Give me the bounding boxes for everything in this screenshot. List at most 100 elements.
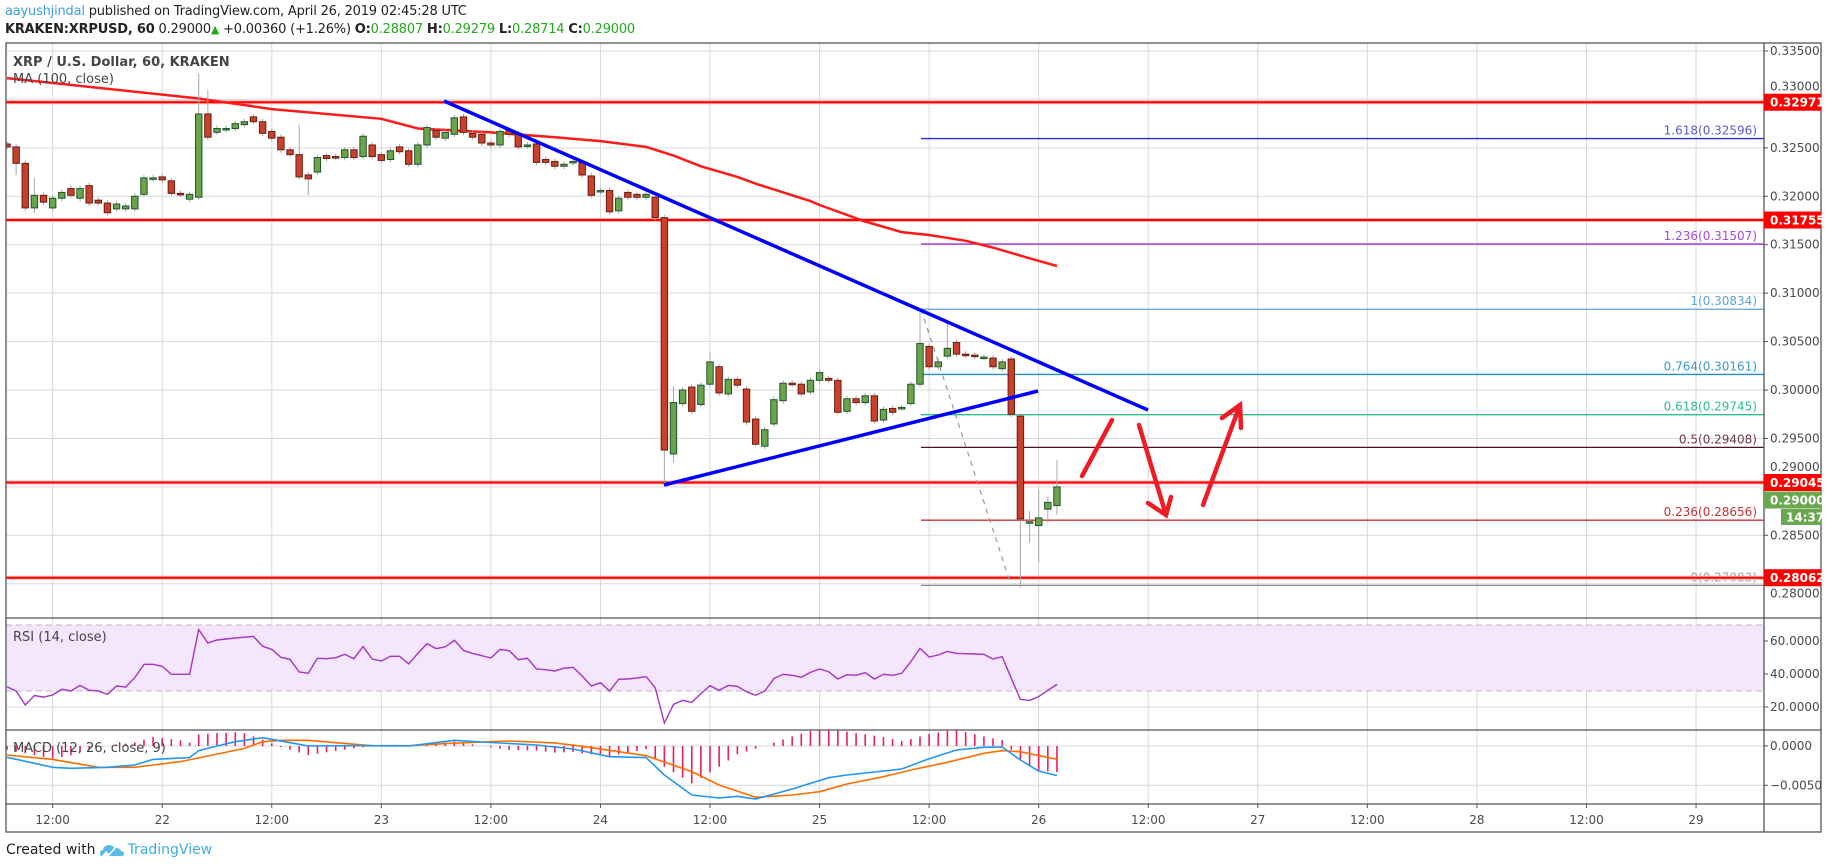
candle-down xyxy=(6,143,11,148)
candle-up xyxy=(569,160,577,164)
price-tick-label: 0.31500 xyxy=(1770,238,1820,252)
candle-down xyxy=(478,133,486,144)
candle-down xyxy=(541,158,550,163)
time-tick-label: 12:00 xyxy=(254,813,289,827)
candle-down xyxy=(487,142,495,146)
candle-down xyxy=(633,193,641,198)
created-with-text: Created with xyxy=(6,842,96,858)
candle-down xyxy=(715,366,723,394)
descending-trendline[interactable] xyxy=(443,99,1149,412)
candle-up xyxy=(112,203,121,210)
red-up-stroke[interactable] xyxy=(1079,417,1115,479)
price-axis[interactable]: 0.32971 0.31755 0.29045 0.28062 0.29000 14:37… xyxy=(1764,44,1825,792)
price-tick-label: 0.30000 xyxy=(1770,383,1820,397)
candle-down xyxy=(797,383,806,395)
candle-up xyxy=(724,378,732,395)
candle-up xyxy=(943,347,952,357)
time-tick-label: 12:00 xyxy=(1569,813,1604,827)
time-tick-label: 26 xyxy=(1031,813,1046,827)
fib-level-label: 0.618(0.29745) xyxy=(1664,400,1757,414)
arrow-down-icon[interactable] xyxy=(1136,422,1174,519)
candle-down xyxy=(21,162,29,209)
price-tick-label: 0.33000 xyxy=(1770,79,1820,93)
candle-down xyxy=(405,150,413,165)
candle-up xyxy=(341,149,349,159)
level-price-label: 0.29045 xyxy=(1770,476,1825,490)
rsi-line xyxy=(6,627,1058,726)
candle-down xyxy=(788,382,796,386)
candle-down xyxy=(961,353,970,357)
candle-up xyxy=(1053,486,1061,507)
author-link[interactable]: aayushjindal xyxy=(5,4,85,19)
time-tick-label: 12:00 xyxy=(912,813,947,827)
triangle-up-icon: ▲ xyxy=(210,23,220,36)
ma-100-path xyxy=(6,76,1058,268)
candle-down xyxy=(103,202,112,214)
candle-up xyxy=(642,193,650,198)
candle-up xyxy=(907,383,915,405)
macd-lines xyxy=(6,730,1058,800)
candle-down xyxy=(952,342,961,355)
horizontal-levels[interactable] xyxy=(6,100,1764,580)
tradingview-link[interactable]: TradingView xyxy=(127,842,213,858)
ma-legend[interactable]: MA (100, close) xyxy=(13,72,114,87)
candle-up xyxy=(222,127,230,131)
rsi-legend[interactable]: RSI (14, close) xyxy=(13,630,107,645)
candle-up xyxy=(596,189,605,193)
candle-down xyxy=(304,174,312,180)
fib-extension[interactable]: 1.618(0.32596) 1.236(0.31507) 1(0.30834) 0.… xyxy=(921,124,1764,587)
macd-legend[interactable]: MACD (12, 26, close, 9) xyxy=(13,741,166,756)
ascending-trendline[interactable] xyxy=(663,389,1039,487)
candle-up xyxy=(450,117,459,135)
candle-up xyxy=(1025,521,1034,524)
candle-down xyxy=(85,185,93,204)
candle-down xyxy=(1007,358,1015,415)
fib-level-label: 0.5(0.29408) xyxy=(1679,432,1757,446)
open-value: 0.28807 xyxy=(370,22,424,37)
candle-up xyxy=(615,197,623,212)
open-label: O: xyxy=(354,22,371,37)
candle-down xyxy=(688,386,696,412)
time-tick-label: 12:00 xyxy=(1350,813,1385,827)
candle-down xyxy=(459,116,468,133)
high-label: H: xyxy=(426,22,443,37)
candle-up xyxy=(30,194,39,209)
candle-down xyxy=(587,175,596,196)
macd-tick-label: −0.0050 xyxy=(1770,778,1822,792)
price-tick-label: 0.32000 xyxy=(1770,189,1820,203)
time-tick-label: 12:00 xyxy=(693,813,728,827)
drawings[interactable] xyxy=(443,99,1244,586)
candle-up xyxy=(779,382,787,402)
candle-down xyxy=(377,154,386,161)
time-tick-label: 12:00 xyxy=(474,813,509,827)
candle-down xyxy=(204,113,212,138)
time-tick-label: 23 xyxy=(374,813,389,827)
candle-up xyxy=(441,131,449,139)
candle-up xyxy=(678,389,687,405)
level-price-badge xyxy=(1764,93,1821,111)
candle-down xyxy=(249,116,258,123)
candle-up xyxy=(806,379,815,393)
candle-up xyxy=(58,191,66,199)
publish-info: aayushjindal published on TradingView.co… xyxy=(5,4,467,19)
time-axis[interactable]: 12:00 22 12:00 23 12:00 24 12:00 25 12:00 26 12:00… xyxy=(35,804,1704,827)
candle-up xyxy=(131,195,139,210)
candle-down xyxy=(258,121,267,134)
arrow-up-icon[interactable] xyxy=(1200,400,1244,508)
price-tick-label: 0.32500 xyxy=(1770,141,1820,155)
rsi-band xyxy=(6,625,1764,691)
time-tick-label: 22 xyxy=(155,813,170,827)
candle-up xyxy=(423,127,431,146)
candle-down xyxy=(888,407,897,413)
candle-down xyxy=(660,217,669,451)
pane-borders xyxy=(5,42,1822,833)
signal-path xyxy=(6,739,1058,799)
last-price-badge xyxy=(1764,491,1821,509)
candle-down xyxy=(852,398,860,404)
candle-up xyxy=(1034,517,1043,527)
candle-down xyxy=(395,146,404,153)
candle-up xyxy=(934,361,942,368)
candle-down xyxy=(825,377,833,381)
fib-trend-dashed-line[interactable] xyxy=(920,308,1012,586)
